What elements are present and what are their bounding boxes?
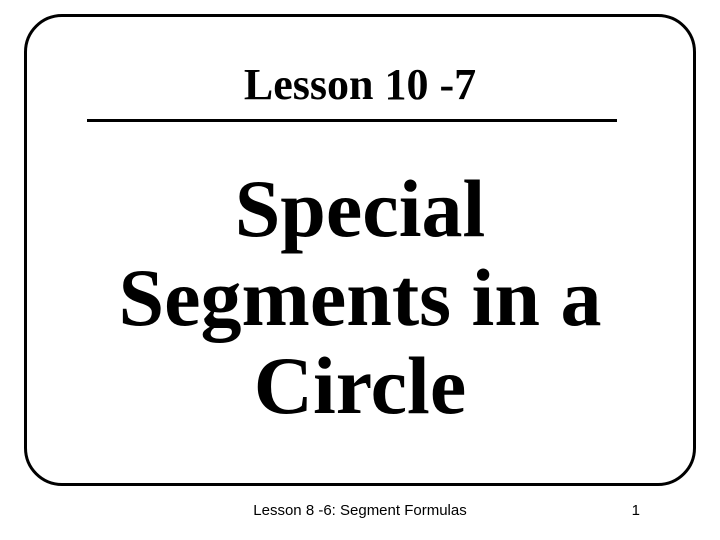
title-line-2: Segments in a <box>27 254 693 343</box>
page-number: 1 <box>632 502 640 519</box>
footer-text: Lesson 8 -6: Segment Formulas <box>0 502 720 519</box>
title-line-3: Circle <box>27 342 693 431</box>
header-rule <box>87 119 617 122</box>
slide-frame: Lesson 10 -7 Special Segments in a Circl… <box>24 14 696 486</box>
lesson-header: Lesson 10 -7 <box>27 59 693 110</box>
title-line-1: Special <box>27 165 693 254</box>
slide-footer: Lesson 8 -6: Segment Formulas 1 <box>0 502 720 526</box>
main-title: Special Segments in a Circle <box>27 165 693 431</box>
